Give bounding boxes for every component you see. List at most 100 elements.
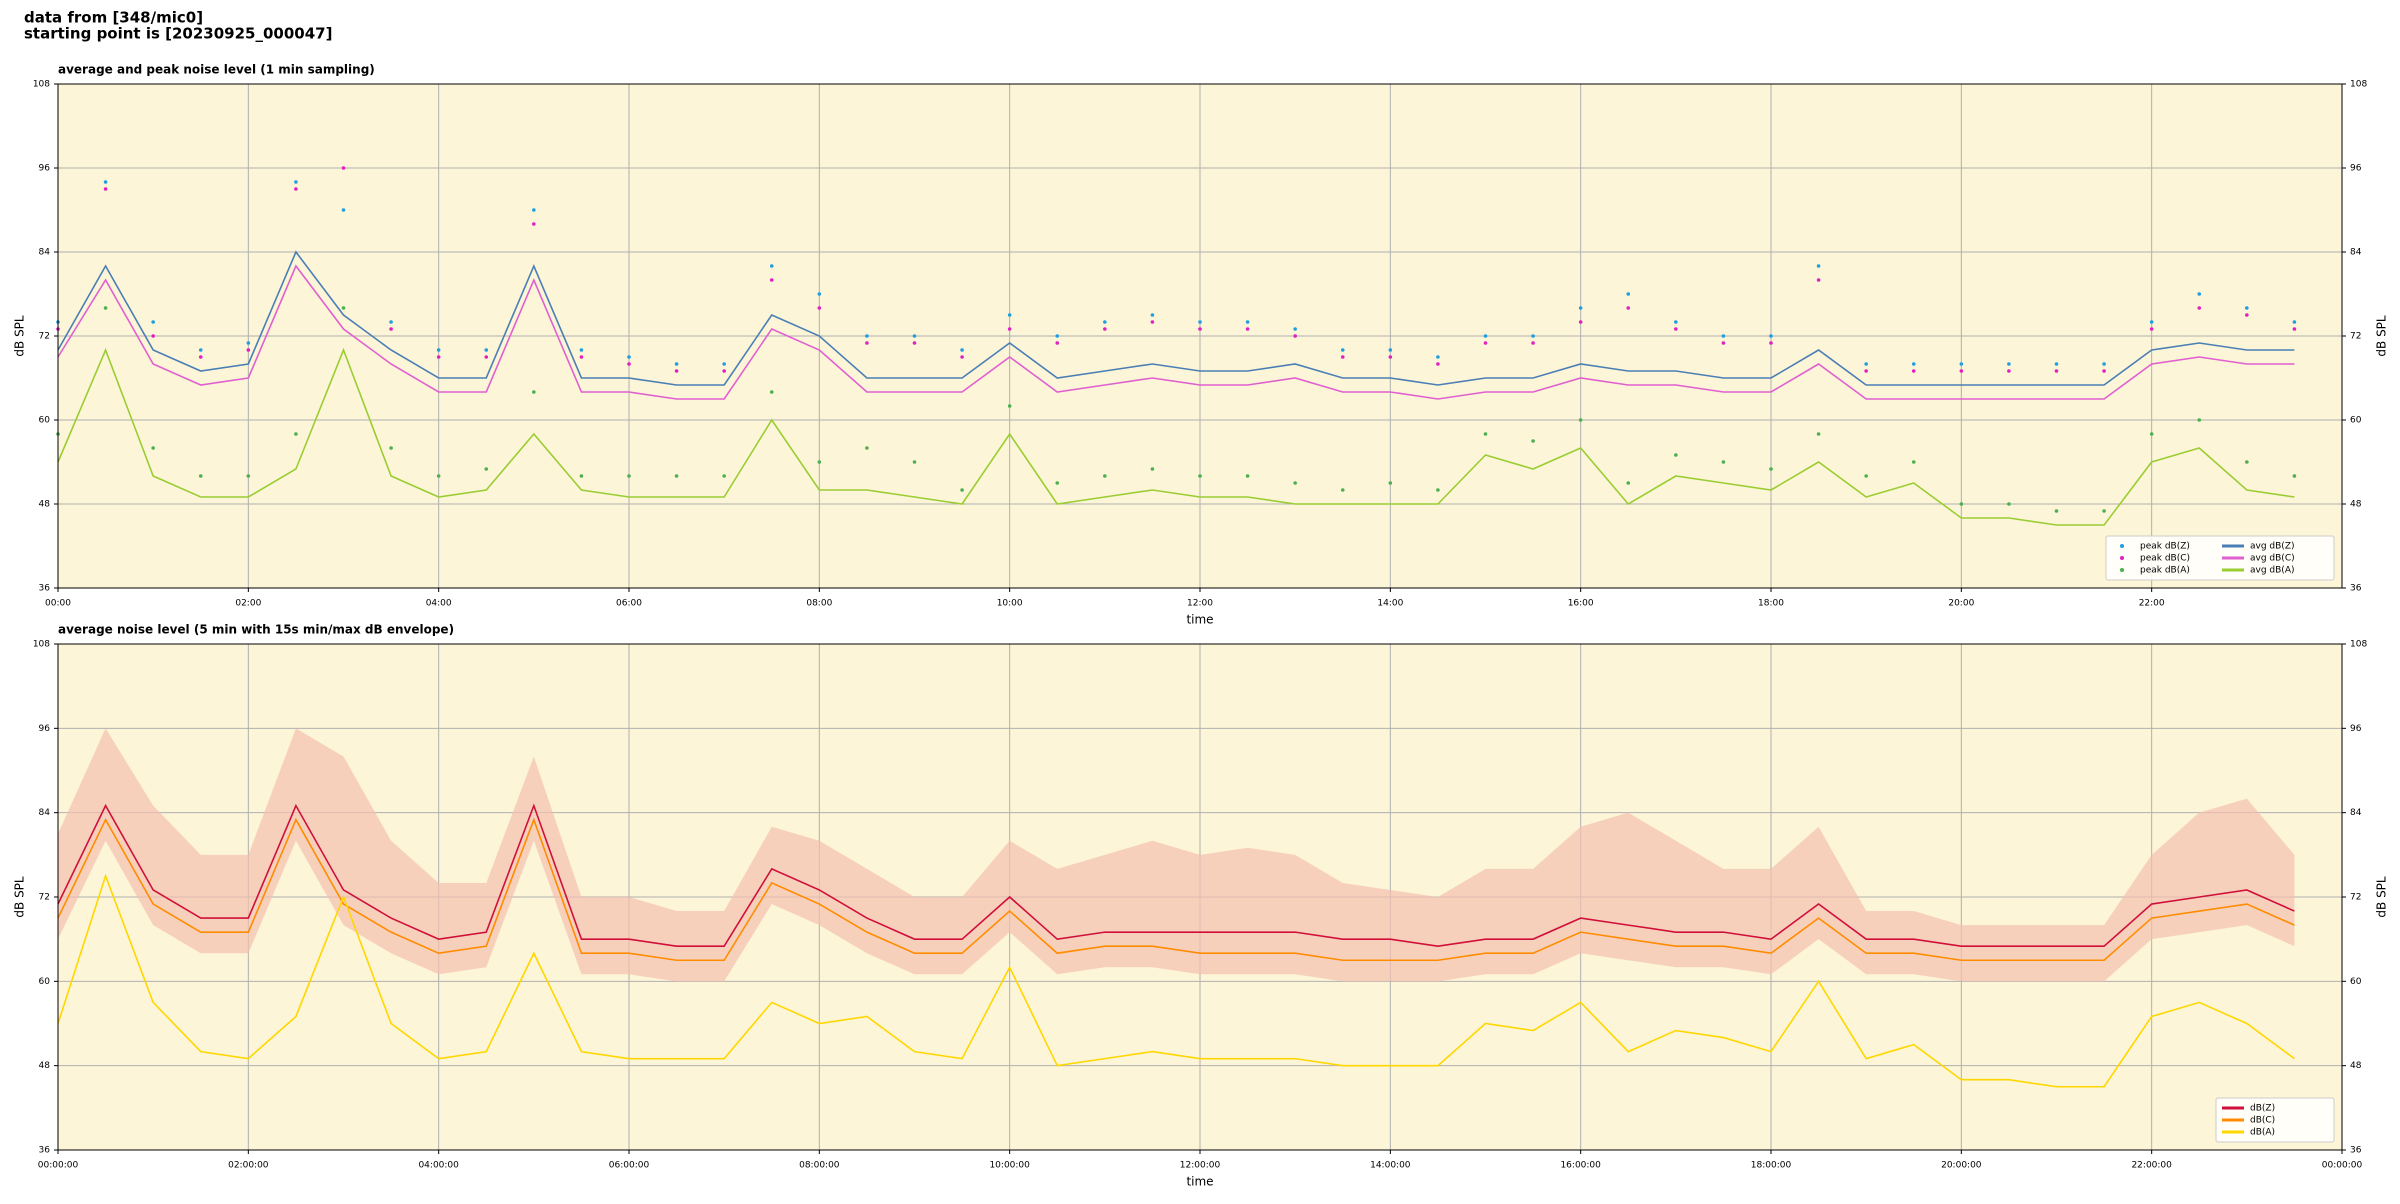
x-tick-label: 10:00:00 xyxy=(989,1161,1030,1171)
y2-tick-label: 108 xyxy=(2350,80,2367,90)
peak-point xyxy=(1436,488,1440,492)
legend-label: peak dB(A) xyxy=(2140,566,2190,576)
peak-point xyxy=(1626,292,1631,296)
peak-point xyxy=(436,355,441,359)
peak-point xyxy=(246,474,251,478)
peak-point xyxy=(1911,460,1916,464)
legend-label: avg dB(A) xyxy=(2250,566,2294,576)
x-tick-label: 00:00:00 xyxy=(2322,1161,2363,1171)
peak-point xyxy=(769,390,774,394)
x-tick-label: 04:00:00 xyxy=(418,1161,459,1171)
y2-tick-label: 60 xyxy=(2350,416,2362,426)
peak-point xyxy=(579,355,584,359)
peak-point xyxy=(1626,306,1631,310)
y-tick-label: 96 xyxy=(39,164,51,174)
peak-point xyxy=(674,362,679,366)
peak-point xyxy=(2245,460,2249,464)
peak-point xyxy=(294,432,298,436)
x-tick-label: 04:00 xyxy=(426,599,452,609)
peak-point xyxy=(2149,327,2154,331)
peak-point xyxy=(341,208,346,212)
legend-box xyxy=(2215,1097,2335,1143)
peak-point xyxy=(2007,502,2011,506)
peak-point xyxy=(2054,509,2059,513)
peak-point xyxy=(769,264,774,268)
x-tick-label: 06:00 xyxy=(616,599,642,609)
peak-point xyxy=(1245,327,1250,331)
x-axis-label: time xyxy=(1186,1175,1213,1189)
peak-point xyxy=(1007,327,1012,331)
peak-point xyxy=(1055,334,1060,338)
y-axis-label: dB SPL xyxy=(13,315,27,357)
y-tick-label: 60 xyxy=(39,416,51,426)
peak-point xyxy=(2007,369,2011,373)
x-tick-label: 22:00:00 xyxy=(2131,1161,2172,1171)
peak-point xyxy=(1293,481,1297,485)
peak-point xyxy=(1911,362,1916,366)
y2-tick-label: 72 xyxy=(2350,893,2361,903)
peak-point xyxy=(246,341,251,345)
peak-point xyxy=(389,320,393,324)
peak-point xyxy=(1103,474,1107,478)
peak-point xyxy=(2197,418,2202,422)
peak-point xyxy=(294,180,298,184)
y-tick-label: 48 xyxy=(39,500,51,510)
y-tick-label: 96 xyxy=(39,724,51,734)
series-line xyxy=(57,803,2295,948)
peak-point xyxy=(674,369,679,373)
panel-title: average noise level (5 min with 15s min/… xyxy=(58,623,454,637)
peak-point xyxy=(1198,474,1202,478)
plot-frame xyxy=(57,83,2343,589)
peak-point xyxy=(960,488,964,492)
peak-point xyxy=(198,355,203,359)
peak-point xyxy=(1531,334,1535,338)
y2-tick-label: 84 xyxy=(2350,248,2362,258)
envelope xyxy=(58,728,2295,982)
peak-point xyxy=(151,446,155,450)
y2-tick-label: 36 xyxy=(2350,584,2362,594)
peak-point xyxy=(1864,474,1868,478)
x-tick-label: 02:00 xyxy=(235,599,261,609)
peak-point xyxy=(912,460,917,464)
y2-tick-label: 72 xyxy=(2350,332,2361,342)
peak-point xyxy=(1578,320,1583,324)
x-tick-label: 14:00:00 xyxy=(1370,1161,1411,1171)
peak-point xyxy=(2102,362,2106,366)
peak-point xyxy=(246,348,251,352)
peak-point xyxy=(2245,313,2249,317)
peak-point xyxy=(579,348,584,352)
y2-tick-label: 60 xyxy=(2350,977,2362,987)
peak-point xyxy=(2292,474,2297,478)
peak-point xyxy=(2149,320,2154,324)
peak-point xyxy=(1864,362,1868,366)
peak-point xyxy=(1198,327,1202,331)
x-tick-label: 16:00 xyxy=(1568,599,1594,609)
peak-point xyxy=(2102,369,2106,373)
legend-marker xyxy=(2120,556,2124,560)
y-tick-label: 36 xyxy=(39,1146,51,1156)
peak-point xyxy=(1007,404,1012,408)
peak-point xyxy=(1816,264,1821,268)
legend-label: peak dB(Z) xyxy=(2140,542,2190,552)
peak-point xyxy=(1388,355,1393,359)
series-line xyxy=(57,873,2295,1088)
peak-point xyxy=(151,334,155,338)
peak-point xyxy=(1150,313,1155,317)
peak-point xyxy=(532,390,536,394)
peak-point xyxy=(865,334,869,338)
series-line xyxy=(57,347,2295,526)
peak-point xyxy=(389,446,393,450)
peak-point xyxy=(627,474,631,478)
peak-point xyxy=(1769,334,1773,338)
peak-point xyxy=(960,348,964,352)
peak-point xyxy=(912,341,917,345)
panel-title: average and peak noise level (1 min samp… xyxy=(58,63,375,77)
peak-point xyxy=(436,474,441,478)
series-line xyxy=(57,264,2295,400)
peak-point xyxy=(1959,502,1964,506)
peak-point xyxy=(436,348,441,352)
peak-point xyxy=(198,348,203,352)
x-tick-label: 20:00:00 xyxy=(1941,1161,1982,1171)
peak-point xyxy=(1293,334,1297,338)
